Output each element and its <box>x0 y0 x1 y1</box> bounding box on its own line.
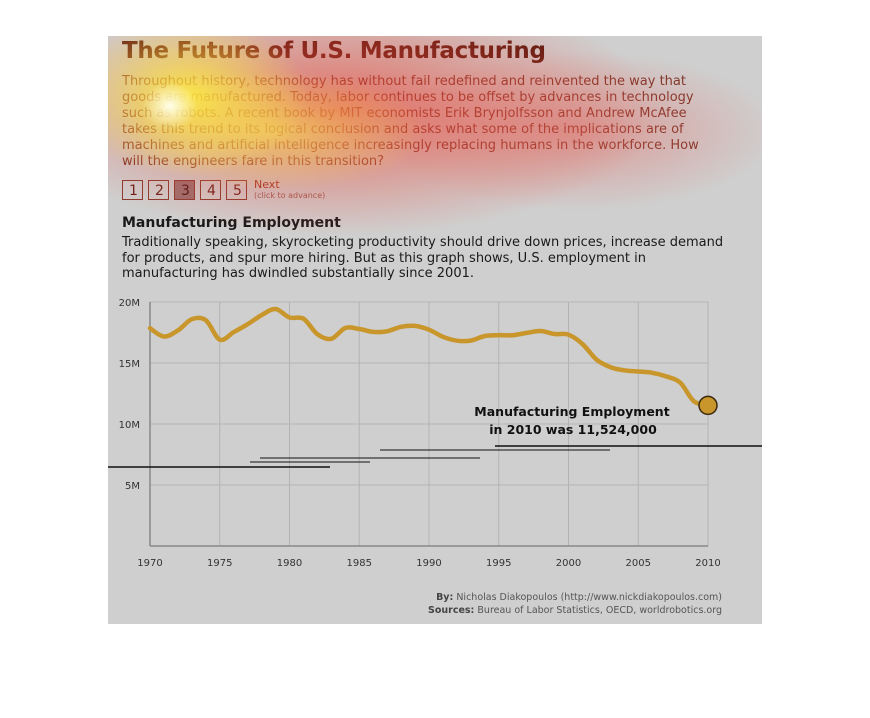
annotation-line-2: in 2010 was 11,524,000 <box>489 422 657 437</box>
sources: Sources: Bureau of Labor Statistics, OEC… <box>428 605 722 616</box>
y-tick-label: 10M <box>119 420 140 431</box>
y-tick-label: 15M <box>119 359 140 370</box>
story-panel: The Future of U.S. Manufacturing Through… <box>108 36 762 624</box>
x-tick-label: 2000 <box>556 558 581 569</box>
x-tick-label: 1970 <box>137 558 162 569</box>
x-tick-label: 1985 <box>347 558 372 569</box>
x-tick-label: 1990 <box>416 558 441 569</box>
x-tick-label: 1995 <box>486 558 511 569</box>
annotation-line-1: Manufacturing Employment <box>474 404 669 419</box>
highlight-point <box>698 395 718 416</box>
x-tick-label: 1975 <box>207 558 232 569</box>
sources-label: Sources: <box>428 605 475 616</box>
byline: By: Nicholas Diakopoulos (http://www.nic… <box>436 592 722 603</box>
series-line <box>147 306 711 408</box>
y-tick-label: 5M <box>125 481 140 492</box>
x-tick-label: 2005 <box>626 558 651 569</box>
byline-text: Nicholas Diakopoulos (http://www.nickdia… <box>456 592 722 603</box>
employment-line-chart: 20M 15M 10M 5M 1970 1975 1980 1985 1990 1995 2000… <box>119 298 721 569</box>
byline-label: By: <box>436 592 454 603</box>
x-tick-label: 1980 <box>277 558 302 569</box>
x-tick-label: 2010 <box>695 558 720 569</box>
sources-text: Bureau of Labor Statistics, OECD, worldr… <box>477 605 722 616</box>
y-tick-label: 20M <box>119 298 140 309</box>
